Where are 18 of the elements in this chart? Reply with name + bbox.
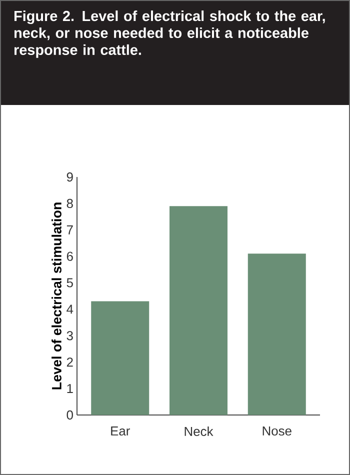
- y-tick-label: 4: [66, 304, 74, 314]
- bar: [248, 254, 306, 415]
- y-tick-label: 5: [66, 278, 73, 288]
- bar: [91, 301, 150, 415]
- y-tick-label: 1: [67, 384, 73, 394]
- y-tick-label: 3: [66, 331, 73, 340]
- x-tick-label: Ear: [111, 426, 130, 436]
- x-tick-label: Nose: [262, 426, 292, 436]
- y-tick-label: 0: [66, 410, 73, 420]
- y-tick-label: 9: [66, 172, 73, 182]
- y-tick-label: 2: [66, 358, 73, 367]
- bar: [170, 206, 228, 415]
- chart-title: Figure 2. Level of electrical shock to the ear, neck, or nose needed to elicit a noticeable response in cattle.: [14, 10, 325, 58]
- y-tick-label: 8: [66, 198, 73, 208]
- y-axis-title: Level of electrical stimulation: [52, 202, 62, 390]
- x-tick-label: Neck: [184, 426, 214, 436]
- y-tick-label: 6: [66, 252, 73, 261]
- y-tick-label: 7: [66, 225, 73, 234]
